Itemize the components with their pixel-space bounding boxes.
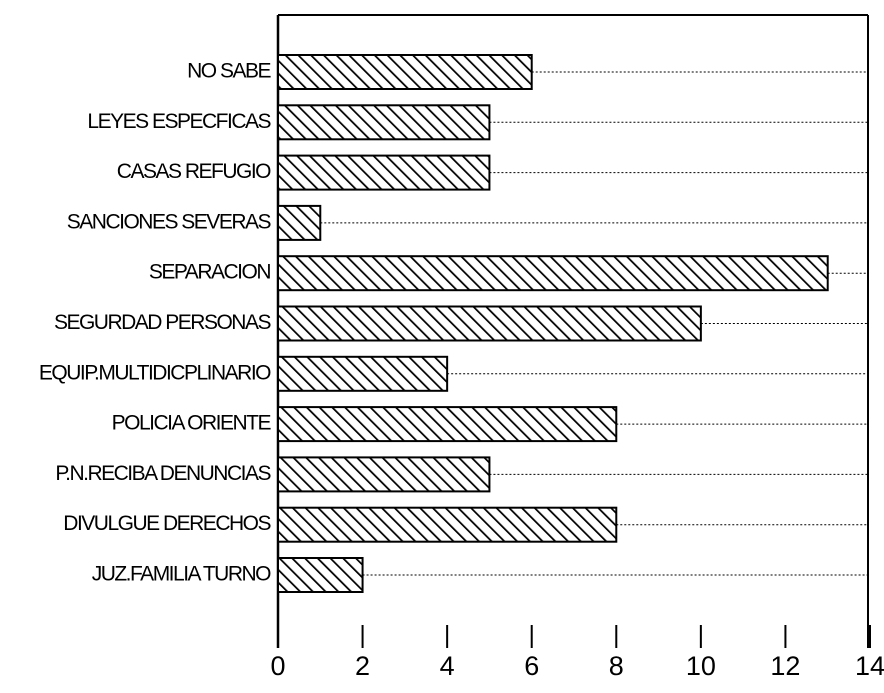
x-tick-label: 8 xyxy=(609,651,624,681)
bar xyxy=(277,255,829,292)
y-tick-label: CASAS REFUGIO xyxy=(117,160,271,183)
bar xyxy=(277,406,618,443)
x-tick-label: 14 xyxy=(855,651,884,681)
y-tick-label: LEYES ESPECFICAS xyxy=(87,110,271,133)
bar xyxy=(277,104,491,141)
bar xyxy=(277,204,322,241)
bar xyxy=(277,54,533,90)
bar xyxy=(277,154,491,191)
x-tick-label: 2 xyxy=(355,651,370,681)
y-tick-label: P.N.RECIBA DENUNCIAS xyxy=(55,462,271,485)
bar xyxy=(277,456,491,493)
y-tick-label: POLICIA ORIENTE xyxy=(112,412,272,435)
y-tick-label: JUZ.FAMILIA TURNO xyxy=(92,563,271,586)
y-tick-label: NO SABE xyxy=(187,60,271,83)
y-tick-label: SANCIONES SEVERAS xyxy=(67,210,272,233)
x-tick-label: 6 xyxy=(524,651,539,681)
bar xyxy=(277,305,702,342)
bar xyxy=(277,506,618,543)
y-tick-label: SEGURDAD PERSONAS xyxy=(54,311,272,334)
bar xyxy=(277,355,449,392)
x-tick-label: 0 xyxy=(270,651,285,681)
bar xyxy=(277,557,364,593)
x-tick-label: 10 xyxy=(686,651,716,681)
y-tick-label: SEPARACION xyxy=(149,261,270,284)
x-tick-label: 4 xyxy=(440,651,455,681)
x-tick-label: 12 xyxy=(770,651,800,681)
y-tick-label: DIVULGUE DERECHOS xyxy=(63,512,271,535)
y-tick-label: EQUIP.MULTIDICPLINARIO xyxy=(39,361,271,384)
